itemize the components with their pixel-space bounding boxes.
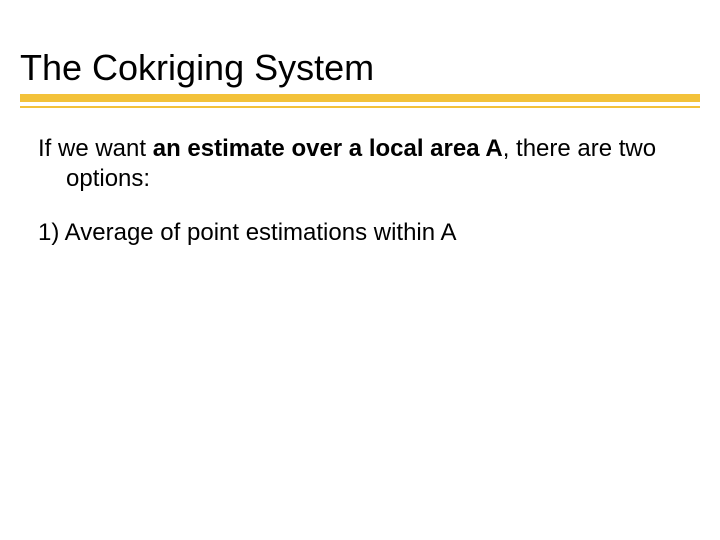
title-wrap: The Cokriging System bbox=[20, 48, 700, 92]
slide-body: If we want an estimate over a local area… bbox=[38, 134, 668, 248]
slide: The Cokriging System If we want an estim… bbox=[0, 0, 720, 540]
underline-thin bbox=[20, 106, 700, 108]
p1-prefix: If we want bbox=[38, 135, 153, 162]
body-paragraph-2: 1) Average of point estimations within A bbox=[38, 218, 668, 248]
body-paragraph-1: If we want an estimate over a local area… bbox=[38, 134, 668, 194]
underline-thick bbox=[20, 94, 700, 102]
slide-title: The Cokriging System bbox=[20, 48, 700, 92]
p1-bold: an estimate over a local area A bbox=[153, 135, 503, 162]
